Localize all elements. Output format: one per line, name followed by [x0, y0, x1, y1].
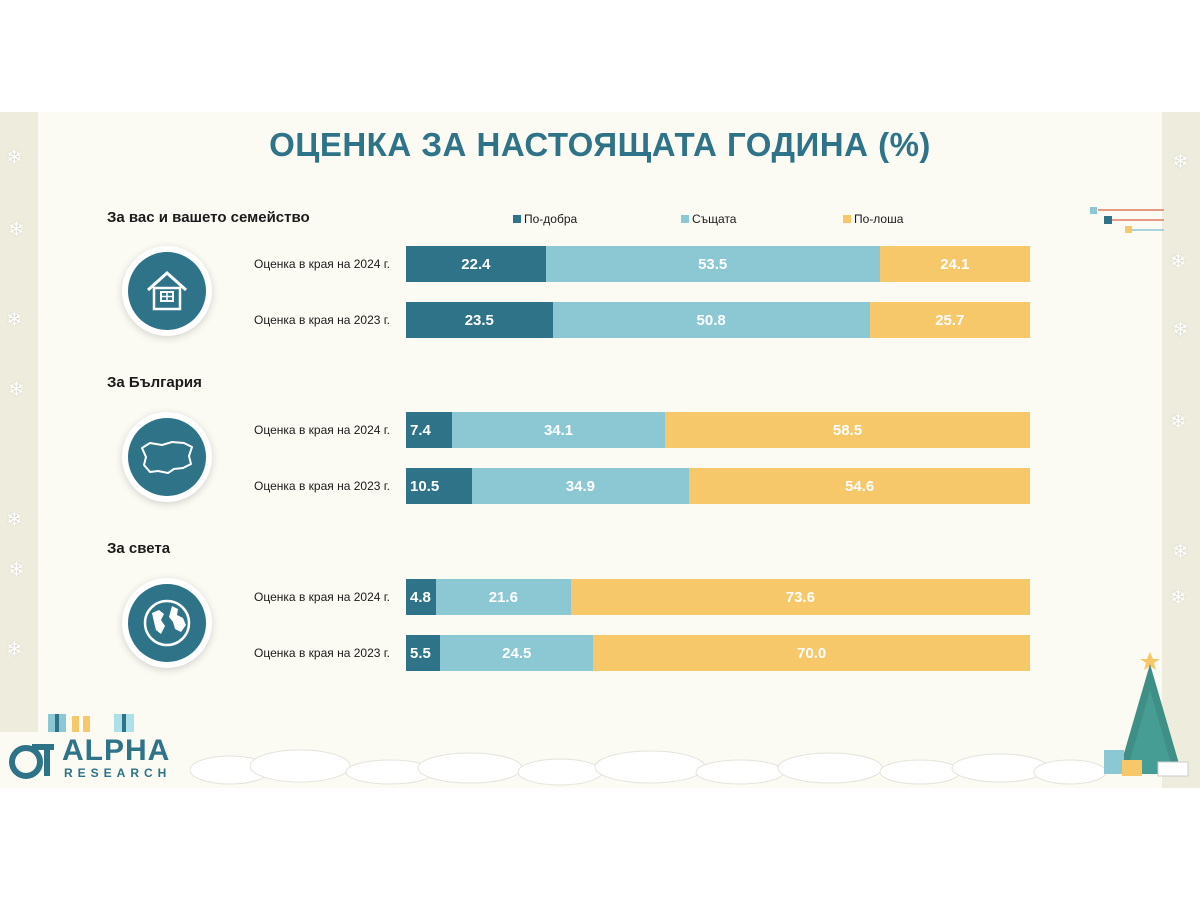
legend-swatch	[681, 215, 689, 223]
gift-boxes-icon	[48, 714, 134, 732]
bar-segment-worse: 58.5	[664, 412, 1030, 448]
row-label: Оценка в края на 2024 г.	[254, 590, 390, 604]
chart-title: ОЦЕНКА ЗА НАСТОЯЩАТА ГОДИНА (%)	[269, 126, 931, 163]
snowflake-icon: ❄	[1170, 251, 1187, 273]
bar-bulgaria-2023: 10.5 34.9 54.6	[406, 468, 1030, 504]
snow-decoration	[189, 749, 1107, 786]
right-decor-panel: ❄ ❄ ❄ ❄ ❄ ❄	[1162, 112, 1200, 788]
bar-segment-worse: 24.1	[879, 246, 1030, 282]
snowflake-icon: ❄	[6, 639, 23, 661]
legend-swatch	[513, 215, 521, 223]
alpha-research-logo: ALPHA RESEARCH	[0, 732, 190, 788]
bar-segment-same: 34.9	[471, 468, 690, 504]
bar-segment-worse: 54.6	[689, 468, 1030, 504]
snowflake-icon: ❄	[6, 147, 23, 169]
bar-bulgaria-2024: 7.4 34.1 58.5	[406, 412, 1030, 448]
row-label: Оценка в края на 2023 г.	[254, 646, 390, 660]
row-label: Оценка в края на 2024 г.	[254, 257, 390, 271]
slide: ❄ ❄ ❄ ❄ ❄ ❄ ❄ ❄ ❄ ❄ ❄ ❄ ❄ ОЦЕНКА ЗА НАСТ…	[0, 112, 1200, 788]
bar-segment-same: 34.1	[452, 412, 665, 448]
row-label: Оценка в края на 2024 г.	[254, 423, 390, 437]
bar-segment-worse: 73.6	[570, 579, 1030, 615]
snowflake-icon: ❄	[1172, 151, 1189, 173]
data-label: 70.0	[796, 644, 827, 662]
legend-item-same: Същата	[681, 212, 736, 226]
bar-segment-better: 23.5	[406, 302, 553, 338]
bar-segment-better: 10.5	[406, 468, 472, 504]
bar-segment-same: 21.6	[435, 579, 571, 615]
snowflake-icon: ❄	[1170, 411, 1187, 433]
section-title-family: За вас и вашето семейство	[107, 209, 310, 226]
bulgaria-map-icon	[128, 418, 206, 496]
bar-segment-better: 22.4	[406, 246, 546, 282]
bar-family-2024: 22.4 53.5 24.1	[406, 246, 1030, 282]
christmas-tree-icon	[1104, 652, 1189, 777]
data-label: 50.8	[696, 311, 726, 329]
legend-label: По-лоша	[854, 212, 904, 226]
bar-segment-worse: 70.0	[593, 635, 1030, 671]
data-label: 7.4	[410, 421, 431, 439]
row-label: Оценка в края на 2023 г.	[254, 313, 390, 327]
bar-segment-same: 24.5	[440, 635, 594, 671]
legend-label: Същата	[692, 212, 737, 226]
legend-label: По-добра	[524, 212, 578, 226]
bar-segment-worse: 25.7	[869, 302, 1030, 338]
snowflake-icon: ❄	[6, 509, 23, 531]
legend-item-better: По-добра	[513, 212, 577, 226]
section-title-bulgaria: За България	[107, 374, 202, 391]
snowflake-icon: ❄	[8, 379, 25, 401]
data-label: 54.6	[845, 477, 875, 495]
bar-segment-better: 7.4	[406, 412, 453, 448]
data-label: 73.6	[785, 588, 815, 606]
snowflake-icon: ❄	[6, 309, 23, 331]
snowflake-icon: ❄	[8, 559, 25, 581]
data-label: 24.5	[502, 644, 532, 662]
data-label: 4.8	[410, 588, 431, 606]
data-label: 25.7	[935, 311, 965, 329]
bar-segment-better: 5.5	[406, 635, 441, 671]
data-label: 58.5	[832, 421, 863, 439]
bar-segment-better: 4.8	[406, 579, 436, 615]
snowflake-icon: ❄	[1172, 319, 1189, 341]
row-label: Оценка в края на 2023 г.	[254, 479, 390, 493]
data-label: 21.6	[488, 588, 518, 606]
bar-family-2023: 23.5 50.8 25.7	[406, 302, 1030, 338]
data-label: 23.5	[464, 311, 494, 329]
left-decor-panel: ❄ ❄ ❄ ❄ ❄ ❄ ❄	[0, 112, 38, 788]
house-icon	[128, 252, 206, 330]
bar-world-2024: 4.8 21.6 73.6	[406, 579, 1030, 615]
logo-subtitle: RESEARCH	[64, 766, 172, 780]
globe-icon	[128, 584, 206, 662]
bar-segment-same: 53.5	[545, 246, 880, 282]
data-label: 34.1	[543, 421, 574, 439]
section-title-world: За света	[107, 540, 171, 557]
legend-swatch	[843, 215, 851, 223]
legend-item-worse: По-лоша	[843, 212, 903, 226]
data-label: 34.9	[565, 477, 595, 495]
data-label: 5.5	[410, 644, 431, 662]
snowflake-icon: ❄	[1170, 587, 1187, 609]
data-label: 22.4	[461, 255, 491, 273]
logo-mark-icon	[9, 744, 54, 779]
logo-name: ALPHA	[62, 734, 171, 767]
bar-segment-same: 50.8	[552, 302, 870, 338]
data-label: 10.5	[410, 477, 440, 495]
bar-world-2023: 5.5 24.5 70.0	[406, 635, 1030, 671]
snowflake-icon: ❄	[8, 219, 25, 241]
data-label: 24.1	[940, 255, 970, 273]
snowflake-icon: ❄	[1172, 541, 1189, 563]
decorative-lines-icon	[1090, 207, 1164, 233]
data-label: 53.5	[698, 255, 728, 273]
